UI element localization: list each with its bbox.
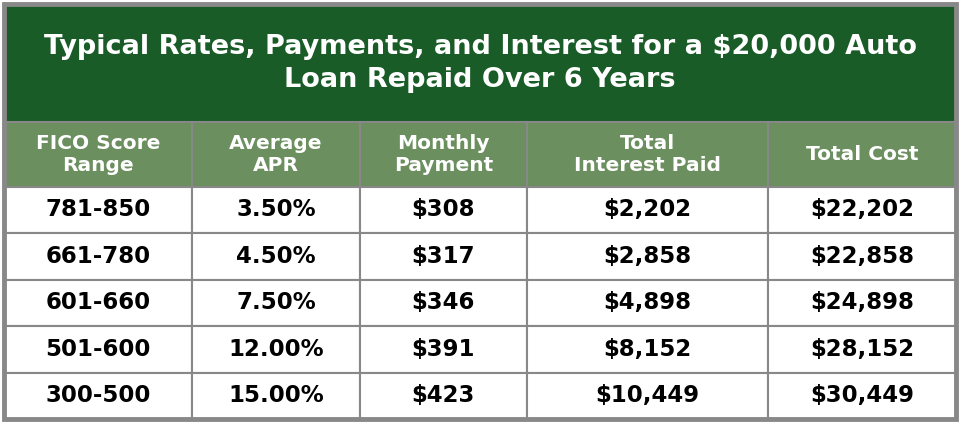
Bar [192,122,360,187]
Bar [360,326,527,373]
Text: $30,449: $30,449 [810,384,914,407]
Text: $423: $423 [412,384,475,407]
Text: $2,858: $2,858 [603,245,691,268]
Text: $24,898: $24,898 [810,291,914,314]
Bar [527,122,768,187]
Bar [4,4,956,122]
Bar [192,233,360,280]
Bar [192,326,360,373]
Bar [527,280,768,326]
Text: $391: $391 [412,338,475,361]
Text: $10,449: $10,449 [595,384,700,407]
Bar [768,187,956,233]
Text: 501-600: 501-600 [45,338,151,361]
Bar [4,326,192,373]
Text: 15.00%: 15.00% [228,384,324,407]
Bar [4,233,192,280]
Text: $22,858: $22,858 [810,245,914,268]
Text: Average
APR: Average APR [229,134,323,175]
Bar [768,280,956,326]
Bar [4,373,192,419]
Bar [527,326,768,373]
Bar [4,122,192,187]
Bar [360,373,527,419]
Text: $308: $308 [412,198,475,221]
Bar [192,280,360,326]
Text: 4.50%: 4.50% [236,245,316,268]
Text: $22,202: $22,202 [810,198,914,221]
Bar [360,233,527,280]
Text: 661-780: 661-780 [45,245,151,268]
Bar [768,122,956,187]
Bar [527,233,768,280]
Bar [768,233,956,280]
Bar [360,187,527,233]
Bar [768,373,956,419]
Text: Monthly
Payment: Monthly Payment [394,134,493,175]
Text: 3.50%: 3.50% [236,198,316,221]
Bar [4,187,192,233]
Bar [192,373,360,419]
Text: 601-660: 601-660 [45,291,151,314]
Text: 12.00%: 12.00% [228,338,324,361]
Bar [527,373,768,419]
Text: $346: $346 [412,291,475,314]
Bar [768,326,956,373]
Text: $8,152: $8,152 [603,338,691,361]
Bar [360,280,527,326]
Text: 7.50%: 7.50% [236,291,316,314]
Bar [527,187,768,233]
Text: Total Cost: Total Cost [805,145,918,164]
Text: FICO Score
Range: FICO Score Range [36,134,160,175]
Text: Total
Interest Paid: Total Interest Paid [574,134,721,175]
Text: $28,152: $28,152 [810,338,914,361]
Text: $2,202: $2,202 [603,198,691,221]
Bar [360,122,527,187]
Bar [192,187,360,233]
Text: $317: $317 [412,245,475,268]
Bar [4,280,192,326]
Text: 781-850: 781-850 [45,198,151,221]
Text: $4,898: $4,898 [604,291,691,314]
Text: Typical Rates, Payments, and Interest for a $20,000 Auto
Loan Repaid Over 6 Year: Typical Rates, Payments, and Interest fo… [43,34,917,93]
Text: 300-500: 300-500 [45,384,151,407]
